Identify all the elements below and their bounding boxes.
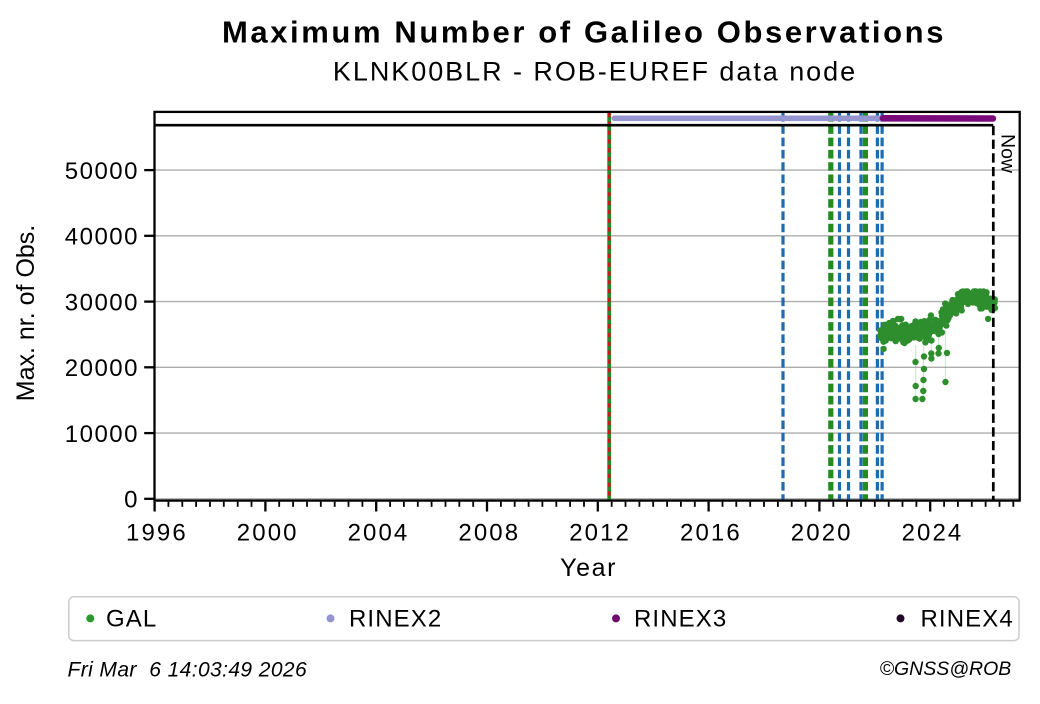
svg-text:2016: 2016 (680, 520, 742, 547)
svg-text:RINEX2: RINEX2 (349, 606, 442, 633)
svg-text:RINEX3: RINEX3 (634, 606, 727, 633)
svg-text:0: 0 (124, 487, 139, 514)
svg-text:20000: 20000 (65, 355, 139, 382)
svg-text:1996: 1996 (126, 520, 188, 547)
svg-text:10000: 10000 (65, 421, 139, 448)
svg-text:50000: 50000 (65, 158, 139, 185)
svg-text:2024: 2024 (902, 520, 964, 547)
svg-text:2020: 2020 (791, 520, 853, 547)
svg-text:KLNK00BLR - ROB-EUREF data nod: KLNK00BLR - ROB-EUREF data node (333, 57, 857, 87)
svg-text:RINEX4: RINEX4 (921, 606, 1014, 633)
svg-text:Maximum Number of Galileo Obse: Maximum Number of Galileo Observations (222, 14, 946, 49)
svg-text:©GNSS@ROB: ©GNSS@ROB (880, 658, 1012, 680)
svg-text:2004: 2004 (348, 520, 410, 547)
svg-text:Now: Now (997, 134, 1019, 174)
svg-text:GAL: GAL (106, 606, 157, 633)
svg-text:40000: 40000 (65, 224, 139, 251)
svg-text:30000: 30000 (65, 289, 139, 316)
svg-text:2008: 2008 (458, 520, 520, 547)
svg-text:2000: 2000 (237, 520, 299, 547)
svg-text:2012: 2012 (569, 520, 631, 547)
svg-text:Year: Year (560, 554, 617, 582)
svg-text:Fri Mar 6 14:03:49 2026: Fri Mar 6 14:03:49 2026 (68, 659, 308, 682)
svg-text:Max. nr. of Obs.: Max. nr. of Obs. (12, 225, 40, 401)
